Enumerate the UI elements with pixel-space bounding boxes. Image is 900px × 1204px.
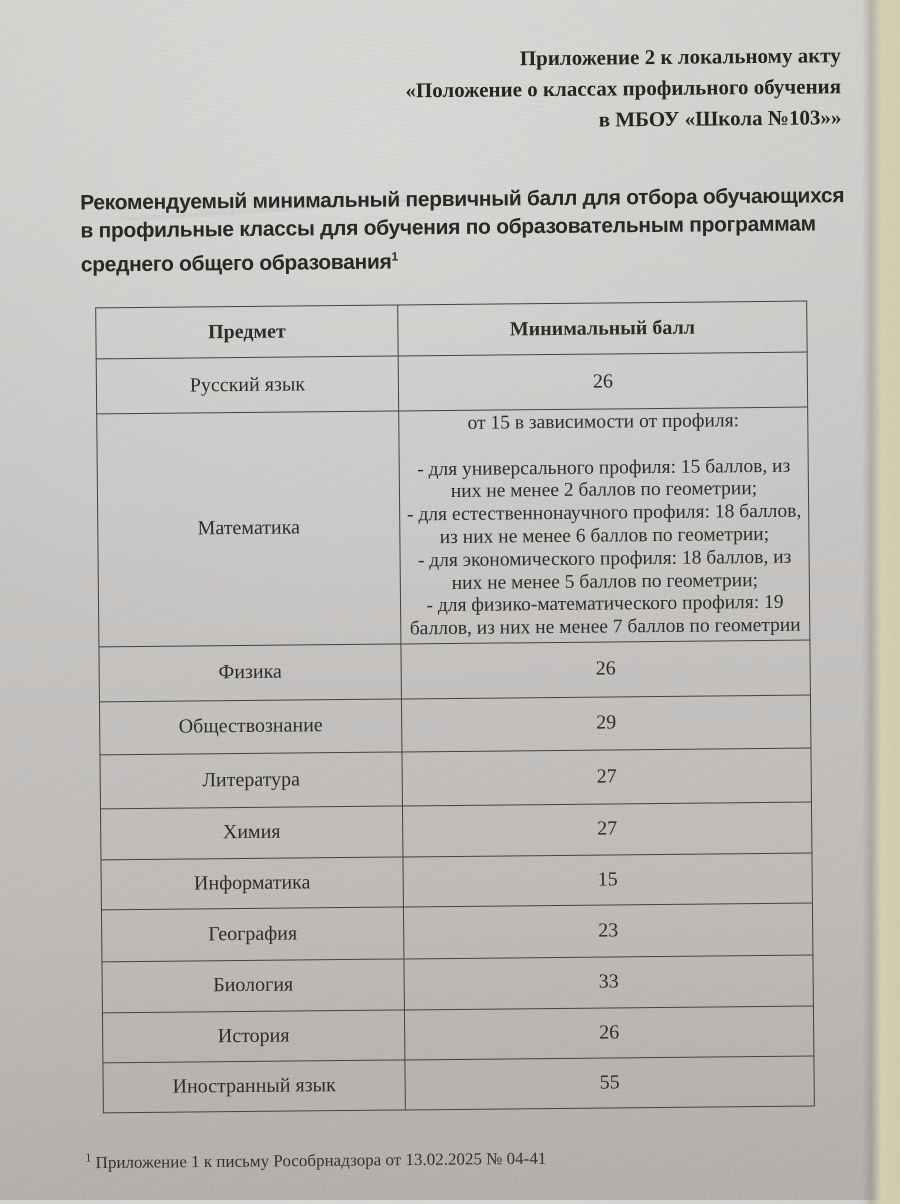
table-row-biology: Биология 33: [101, 955, 814, 1013]
appendix-header-line-3: в МБОУ «Школа №103»»: [598, 105, 842, 132]
table-row-foreign-language: Иностранный язык 55: [102, 1055, 815, 1113]
subject-cell: Физика: [98, 643, 402, 702]
score-cell: 29: [401, 695, 811, 752]
score-cell: 15: [402, 853, 813, 907]
intro-footnote-marker: 1: [391, 249, 398, 264]
table-header-row: Предмет Минимальный балл: [95, 301, 808, 359]
col-header-score: Минимальный балл: [397, 301, 808, 356]
score-cell: 26: [404, 1005, 814, 1060]
intro-paragraph: Рекомендуемый минимальный первичный балл…: [80, 182, 856, 279]
table-row-math: Математика от 15 в зависимости от профил…: [96, 407, 810, 647]
subject-cell: Химия: [100, 805, 403, 860]
appendix-header: Приложение 2 к локальному акту «Положени…: [0, 40, 842, 141]
subject-cell: География: [101, 906, 404, 962]
score-cell-math-description: от 15 в зависимости от профиля: - для ун…: [398, 407, 810, 644]
footnote-text: Приложение 1 к письму Рособрнадзора от 1…: [95, 1148, 547, 1173]
score-cell: 33: [403, 955, 814, 1010]
col-header-subject: Предмет: [95, 304, 399, 359]
table-row-history: История 26: [102, 1005, 814, 1063]
table-row-geography: География 23: [101, 903, 813, 962]
subject-cell: Информатика: [100, 856, 404, 910]
subject-cell: Русский язык: [96, 355, 399, 414]
score-cell: 23: [403, 903, 813, 959]
score-cell: 27: [402, 802, 812, 857]
score-cell: 26: [398, 352, 808, 411]
min-score-table: Предмет Минимальный балл Русский язык 26…: [95, 301, 815, 1114]
table-row-social-studies: Обществознание 29: [99, 695, 811, 755]
subject-cell: Иностранный язык: [102, 1059, 406, 1113]
table-row-russian: Русский язык 26: [96, 352, 808, 414]
subject-cell: Биология: [101, 958, 405, 1013]
footnote: 1 Приложение 1 к письму Рособрнадзора от…: [85, 1146, 546, 1173]
table-row-physics: Физика 26: [98, 640, 811, 702]
intro-text: Рекомендуемый минимальный первичный балл…: [80, 184, 845, 277]
subject-cell: Обществознание: [99, 698, 402, 755]
table-row-literature: Литература 27: [99, 748, 812, 809]
subject-cell: Математика: [96, 410, 401, 647]
score-cell: 27: [401, 748, 812, 806]
table-row-chemistry: Химия 27: [100, 802, 812, 860]
score-cell: 26: [400, 640, 811, 699]
footnote-marker: 1: [85, 1150, 92, 1165]
subject-cell: Литература: [99, 751, 403, 809]
subject-cell: История: [102, 1009, 405, 1063]
score-cell: 55: [404, 1055, 815, 1110]
table-row-informatics: Информатика 15: [100, 853, 813, 910]
